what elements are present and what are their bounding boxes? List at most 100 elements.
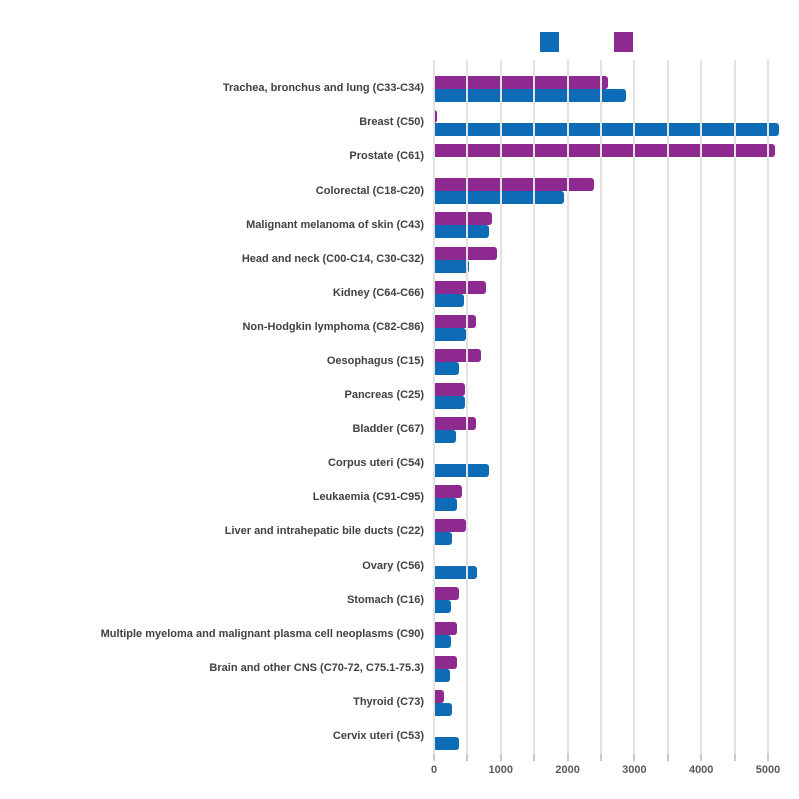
category-label: Kidney (C64-C66) <box>332 286 424 299</box>
axis-tick-label: 0 <box>430 764 438 776</box>
axis-tick <box>767 754 769 761</box>
category-row: Oesophagus (C15) <box>0 345 799 379</box>
bar-group <box>434 144 799 170</box>
axis-tick-label: 5000 <box>755 764 781 776</box>
bar-group <box>434 178 799 205</box>
category-row: Brain and other CNS (C70-72, C75.1-75.3) <box>0 652 799 686</box>
category-row: Non-Hodgkin lymphoma (C82-C86) <box>0 311 799 345</box>
bar-group <box>434 553 799 580</box>
axis-tick <box>733 754 736 761</box>
bar-purple <box>434 246 498 260</box>
bar-blue <box>434 600 451 614</box>
category-label: Stomach (C16) <box>346 593 424 606</box>
bar-blue <box>434 498 458 512</box>
category-row: Leukaemia (C91-C95) <box>0 481 799 515</box>
bar-group <box>434 110 799 137</box>
category-row: Multiple myeloma and malignant plasma ce… <box>0 618 799 652</box>
bar-group <box>434 621 799 648</box>
axis-tick <box>499 754 502 761</box>
bar-blue <box>434 634 451 648</box>
bar-group <box>434 655 799 682</box>
category-label: Ovary (C56) <box>362 559 424 572</box>
axis-tick-label: 3000 <box>622 764 647 776</box>
category-row: Pancreas (C25) <box>0 379 799 413</box>
bar-blue <box>434 736 460 750</box>
bar-blue <box>434 327 466 341</box>
category-label: Cervix uteri (C53) <box>332 730 424 743</box>
category-row: Bladder (C67) <box>0 413 799 447</box>
category-label: Corpus uteri (C54) <box>328 457 424 470</box>
gridline <box>666 60 669 754</box>
bar-blue <box>434 702 453 716</box>
bar-rows: Trachea, bronchus and lung (C33-C34) Brea… <box>0 72 799 754</box>
bar-purple <box>434 621 458 635</box>
bar-blue <box>434 532 453 546</box>
bar-purple <box>434 689 445 703</box>
category-row: Thyroid (C73) <box>0 686 799 720</box>
category-row: Ovary (C56) <box>0 549 799 583</box>
category-label: Liver and intrahepatic bile ducts (C22) <box>224 525 424 538</box>
bar-group <box>434 212 799 239</box>
legend-swatch-blue-icon <box>540 32 559 52</box>
bar-group <box>434 280 799 307</box>
bar-purple <box>434 144 775 158</box>
bar-group <box>434 519 799 546</box>
gridline <box>499 60 502 754</box>
category-row: Colorectal (C18-C20) <box>0 174 799 208</box>
bar-blue <box>434 429 456 443</box>
bar-group <box>434 246 799 273</box>
category-row: Kidney (C64-C66) <box>0 277 799 311</box>
category-row: Trachea, bronchus and lung (C33-C34) <box>0 72 799 106</box>
bar-purple <box>434 178 595 192</box>
legend-item-purple <box>614 32 639 52</box>
category-row: Cervix uteri (C53) <box>0 720 799 754</box>
category-label: Prostate (C61) <box>349 150 424 163</box>
category-label: Pancreas (C25) <box>344 389 425 402</box>
category-label: Leukaemia (C91-C95) <box>312 491 424 504</box>
bar-purple <box>434 348 482 362</box>
category-row: Prostate (C61) <box>0 140 799 174</box>
gridline <box>733 60 736 754</box>
bar-blue <box>434 361 460 375</box>
axis-tick <box>533 754 536 761</box>
bar-group <box>434 348 799 375</box>
bar-blue <box>434 89 626 103</box>
bar-group <box>434 76 799 103</box>
category-label: Bladder (C67) <box>352 423 424 436</box>
bar-blue <box>434 464 490 478</box>
legend-item-blue <box>540 32 565 52</box>
gridline <box>633 60 636 754</box>
axis-tick <box>700 754 703 761</box>
axis-tick <box>466 754 469 761</box>
category-label: Malignant melanoma of skin (C43) <box>246 218 424 231</box>
bar-purple <box>434 110 438 124</box>
category-row: Liver and intrahepatic bile ducts (C22) <box>0 515 799 549</box>
gridline <box>566 60 569 754</box>
bar-group <box>434 416 799 443</box>
bar-blue <box>434 259 470 273</box>
axis-tick <box>433 754 435 761</box>
category-label: Head and neck (C00-C14, C30-C32) <box>241 252 424 265</box>
category-label: Multiple myeloma and malignant plasma ce… <box>100 627 424 640</box>
bar-purple <box>434 212 493 226</box>
category-label: Non-Hodgkin lymphoma (C82-C86) <box>242 320 424 333</box>
category-label: Colorectal (C18-C20) <box>315 184 424 197</box>
category-row: Head and neck (C00-C14, C30-C32) <box>0 242 799 276</box>
bar-purple <box>434 519 466 533</box>
bar-purple <box>434 485 463 499</box>
gridline <box>600 60 602 754</box>
gridline <box>533 60 536 754</box>
category-label: Oesophagus (C15) <box>326 355 424 368</box>
bar-group <box>434 314 799 341</box>
axis-tick <box>566 754 569 761</box>
bar-purple <box>434 280 486 294</box>
bar-blue <box>434 566 478 580</box>
bar-blue <box>434 395 466 409</box>
bar-blue <box>434 123 780 137</box>
bar-purple <box>434 382 466 396</box>
bar-group <box>434 587 799 614</box>
bar-group <box>434 485 799 512</box>
bar-blue <box>434 293 465 307</box>
category-label: Thyroid (C73) <box>353 695 424 708</box>
